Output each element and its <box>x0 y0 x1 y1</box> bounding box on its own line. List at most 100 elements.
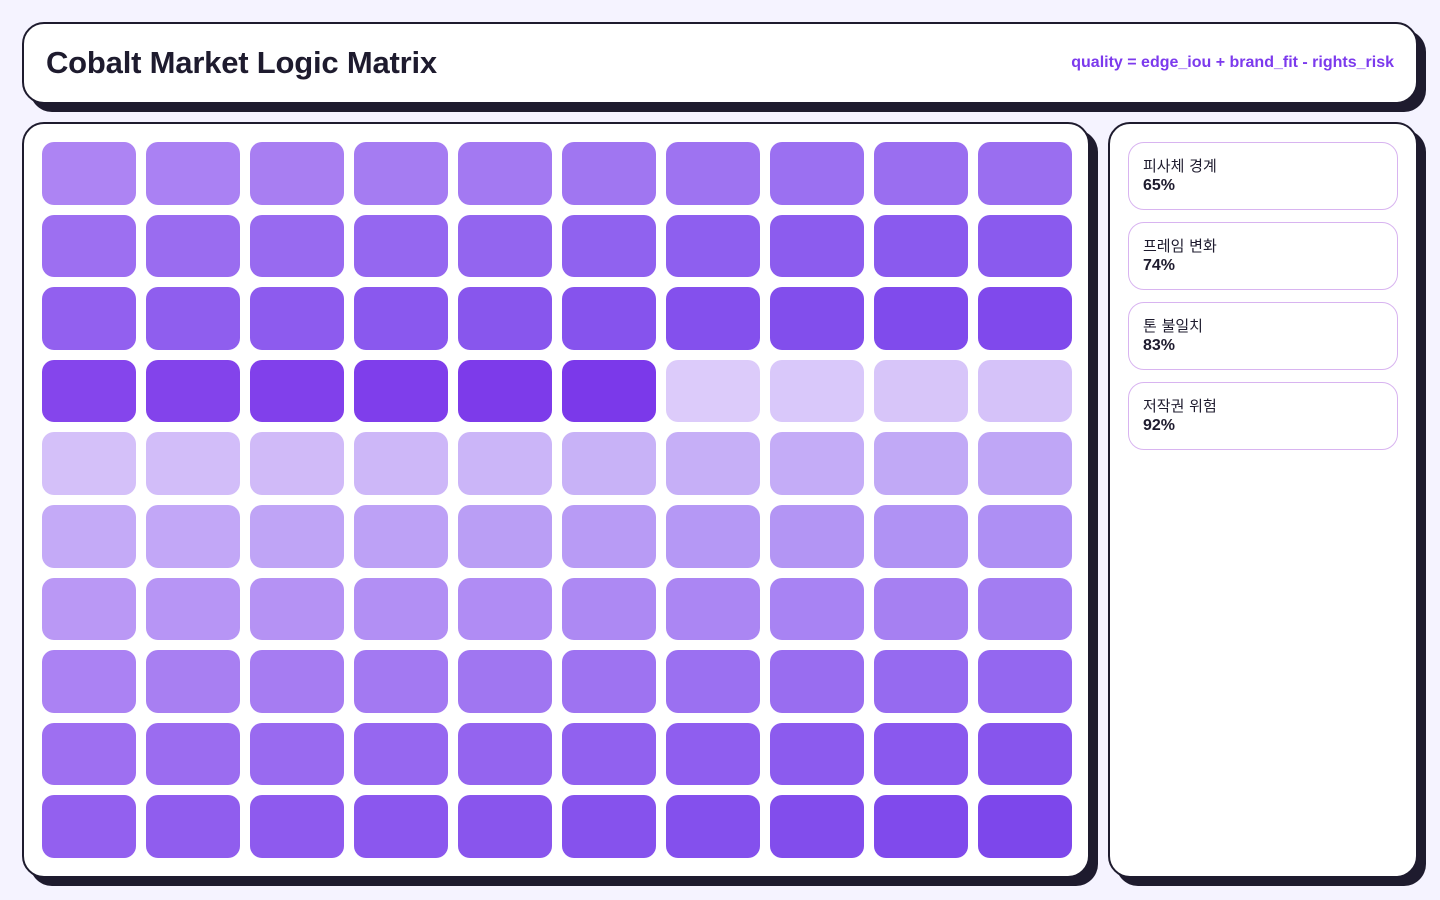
matrix-cell-r10-c5[interactable] <box>458 795 552 858</box>
matrix-cell-r4-c4[interactable] <box>354 359 448 423</box>
matrix-cell-r6-c5[interactable] <box>458 504 552 568</box>
matrix-cell-r2-c3[interactable] <box>250 214 344 278</box>
matrix-cell-r6-c1[interactable] <box>42 504 136 568</box>
matrix-cell-r5-c7[interactable] <box>666 432 760 495</box>
matrix-cell-r5-c4[interactable] <box>354 432 448 495</box>
matrix-cell-r9-c2[interactable] <box>146 722 240 786</box>
matrix-cell-r10-c6[interactable] <box>562 795 656 858</box>
matrix-cell-r8-c1[interactable] <box>42 650 136 713</box>
matrix-cell-r10-c2[interactable] <box>146 795 240 858</box>
matrix-cell-r5-c5[interactable] <box>458 432 552 495</box>
matrix-cell-r2-c7[interactable] <box>666 214 760 278</box>
matrix-cell-r3-c7[interactable] <box>666 287 760 350</box>
matrix-cell-r1-c7[interactable] <box>666 142 760 205</box>
matrix-cell-r1-c9[interactable] <box>874 142 968 205</box>
matrix-cell-r10-c4[interactable] <box>354 795 448 858</box>
matrix-cell-r9-c4[interactable] <box>354 722 448 786</box>
matrix-cell-r4-c3[interactable] <box>250 359 344 423</box>
matrix-cell-r2-c8[interactable] <box>770 214 864 278</box>
matrix-cell-r8-c3[interactable] <box>250 650 344 713</box>
matrix-cell-r2-c10[interactable] <box>978 214 1072 278</box>
matrix-cell-r3-c4[interactable] <box>354 287 448 350</box>
matrix-cell-r3-c1[interactable] <box>42 287 136 350</box>
matrix-cell-r4-c1[interactable] <box>42 359 136 423</box>
matrix-cell-r8-c8[interactable] <box>770 650 864 713</box>
matrix-cell-r3-c9[interactable] <box>874 287 968 350</box>
matrix-cell-r2-c4[interactable] <box>354 214 448 278</box>
matrix-cell-r4-c5[interactable] <box>458 359 552 423</box>
matrix-cell-r4-c7[interactable] <box>666 359 760 423</box>
matrix-cell-r4-c8[interactable] <box>770 359 864 423</box>
matrix-cell-r7-c9[interactable] <box>874 577 968 641</box>
matrix-cell-r6-c8[interactable] <box>770 504 864 568</box>
matrix-cell-r1-c1[interactable] <box>42 142 136 205</box>
matrix-cell-r9-c6[interactable] <box>562 722 656 786</box>
matrix-cell-r9-c7[interactable] <box>666 722 760 786</box>
matrix-cell-r7-c8[interactable] <box>770 577 864 641</box>
matrix-cell-r1-c4[interactable] <box>354 142 448 205</box>
matrix-cell-r4-c6[interactable] <box>562 359 656 423</box>
matrix-cell-r5-c2[interactable] <box>146 432 240 495</box>
matrix-cell-r10-c7[interactable] <box>666 795 760 858</box>
matrix-cell-r8-c7[interactable] <box>666 650 760 713</box>
matrix-cell-r6-c10[interactable] <box>978 504 1072 568</box>
matrix-cell-r9-c3[interactable] <box>250 722 344 786</box>
matrix-cell-r3-c2[interactable] <box>146 287 240 350</box>
matrix-cell-r2-c5[interactable] <box>458 214 552 278</box>
matrix-cell-r3-c10[interactable] <box>978 287 1072 350</box>
matrix-cell-r6-c3[interactable] <box>250 504 344 568</box>
matrix-cell-r9-c8[interactable] <box>770 722 864 786</box>
matrix-cell-r6-c6[interactable] <box>562 504 656 568</box>
matrix-cell-r6-c7[interactable] <box>666 504 760 568</box>
matrix-cell-r5-c8[interactable] <box>770 432 864 495</box>
matrix-cell-r1-c2[interactable] <box>146 142 240 205</box>
matrix-cell-r8-c9[interactable] <box>874 650 968 713</box>
matrix-cell-r7-c2[interactable] <box>146 577 240 641</box>
matrix-cell-r9-c1[interactable] <box>42 722 136 786</box>
matrix-cell-r7-c1[interactable] <box>42 577 136 641</box>
matrix-cell-r8-c6[interactable] <box>562 650 656 713</box>
matrix-cell-r7-c6[interactable] <box>562 577 656 641</box>
matrix-cell-r2-c2[interactable] <box>146 214 240 278</box>
matrix-cell-r3-c5[interactable] <box>458 287 552 350</box>
matrix-cell-r5-c9[interactable] <box>874 432 968 495</box>
matrix-cell-r6-c4[interactable] <box>354 504 448 568</box>
matrix-cell-r10-c10[interactable] <box>978 795 1072 858</box>
matrix-cell-r1-c8[interactable] <box>770 142 864 205</box>
matrix-cell-r1-c3[interactable] <box>250 142 344 205</box>
matrix-cell-r7-c3[interactable] <box>250 577 344 641</box>
matrix-cell-r7-c10[interactable] <box>978 577 1072 641</box>
matrix-cell-r4-c9[interactable] <box>874 359 968 423</box>
matrix-cell-r5-c10[interactable] <box>978 432 1072 495</box>
matrix-cell-r8-c10[interactable] <box>978 650 1072 713</box>
matrix-cell-r7-c4[interactable] <box>354 577 448 641</box>
matrix-cell-r5-c1[interactable] <box>42 432 136 495</box>
matrix-cell-r4-c2[interactable] <box>146 359 240 423</box>
matrix-cell-r3-c3[interactable] <box>250 287 344 350</box>
matrix-cell-r10-c3[interactable] <box>250 795 344 858</box>
matrix-cell-r2-c6[interactable] <box>562 214 656 278</box>
matrix-cell-r2-c9[interactable] <box>874 214 968 278</box>
matrix-cell-r6-c9[interactable] <box>874 504 968 568</box>
matrix-cell-r8-c4[interactable] <box>354 650 448 713</box>
matrix-cell-r9-c5[interactable] <box>458 722 552 786</box>
matrix-cell-r5-c3[interactable] <box>250 432 344 495</box>
matrix-cell-r1-c6[interactable] <box>562 142 656 205</box>
matrix-cell-r7-c5[interactable] <box>458 577 552 641</box>
matrix-cell-r1-c5[interactable] <box>458 142 552 205</box>
matrix-cell-r7-c7[interactable] <box>666 577 760 641</box>
matrix-cell-r10-c8[interactable] <box>770 795 864 858</box>
matrix-cell-r8-c5[interactable] <box>458 650 552 713</box>
matrix-cell-r9-c10[interactable] <box>978 722 1072 786</box>
matrix-cell-r10-c9[interactable] <box>874 795 968 858</box>
matrix-cell-r2-c1[interactable] <box>42 214 136 278</box>
matrix-cell-r5-c6[interactable] <box>562 432 656 495</box>
matrix-cell-r9-c9[interactable] <box>874 722 968 786</box>
matrix-cell-r4-c10[interactable] <box>978 359 1072 423</box>
matrix-cell-r8-c2[interactable] <box>146 650 240 713</box>
matrix-cell-r6-c2[interactable] <box>146 504 240 568</box>
matrix-cell-r3-c6[interactable] <box>562 287 656 350</box>
matrix-cell-r3-c8[interactable] <box>770 287 864 350</box>
matrix-cell-r10-c1[interactable] <box>42 795 136 858</box>
matrix-cell-r1-c10[interactable] <box>978 142 1072 205</box>
